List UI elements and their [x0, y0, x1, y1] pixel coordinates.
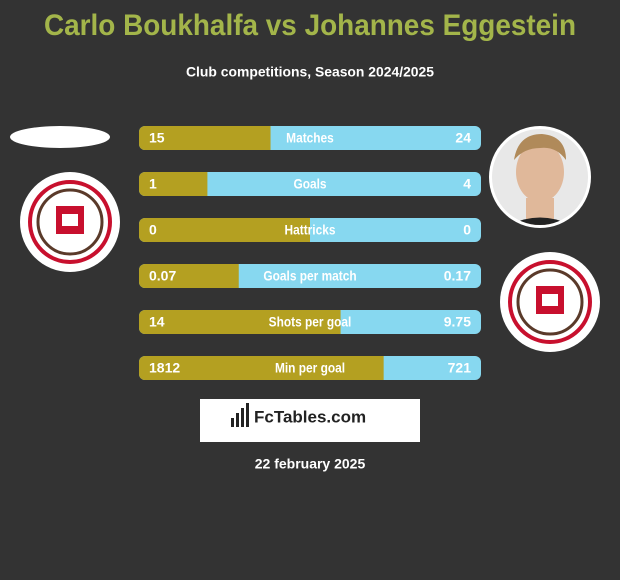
- brand-icon: [231, 403, 249, 427]
- player-photo: [489, 126, 591, 228]
- left-bar: [139, 356, 384, 380]
- left-bar: [139, 172, 208, 196]
- left-bar: [139, 264, 239, 288]
- left-bar: [139, 310, 341, 334]
- stat-row: [139, 356, 481, 380]
- subtitle: Club competitions, Season 2024/2025: [186, 64, 434, 80]
- right-value: 721: [448, 360, 472, 376]
- title: Carlo Boukhalfa vs Johannes Eggestein: [44, 9, 576, 42]
- stat-row: [139, 310, 481, 334]
- left-value: 1812: [149, 360, 180, 376]
- date: 22 february 2025: [255, 456, 366, 472]
- left-value: 1: [149, 176, 157, 192]
- left-value: 14: [149, 314, 165, 330]
- right-value: 4: [463, 176, 471, 192]
- left-value: 15: [149, 130, 165, 146]
- stat-row: [139, 172, 481, 196]
- stat-row: [139, 264, 481, 288]
- club-logo-left: [20, 172, 120, 272]
- left-bar: [139, 218, 310, 242]
- left-value: 0.07: [149, 268, 176, 284]
- stat-row: [139, 126, 481, 150]
- stat-label: Goals: [293, 176, 326, 192]
- club-logo-right: [500, 252, 600, 352]
- right-value: 24: [455, 130, 471, 146]
- stat-label: Min per goal: [275, 360, 345, 376]
- stat-label: Goals per match: [263, 268, 356, 284]
- stat-row: [139, 218, 481, 242]
- left-bar: [139, 126, 271, 150]
- stat-label: Matches: [286, 130, 334, 146]
- placeholder-ellipse: [10, 126, 110, 148]
- brand-name: FcTables.com: [254, 407, 366, 426]
- right-value: 9.75: [444, 314, 471, 330]
- stat-label: Shots per goal: [269, 314, 352, 330]
- right-value: 0: [463, 222, 471, 238]
- left-value: 0: [149, 222, 157, 238]
- right-value: 0.17: [444, 268, 471, 284]
- stat-label: Hattricks: [285, 222, 336, 238]
